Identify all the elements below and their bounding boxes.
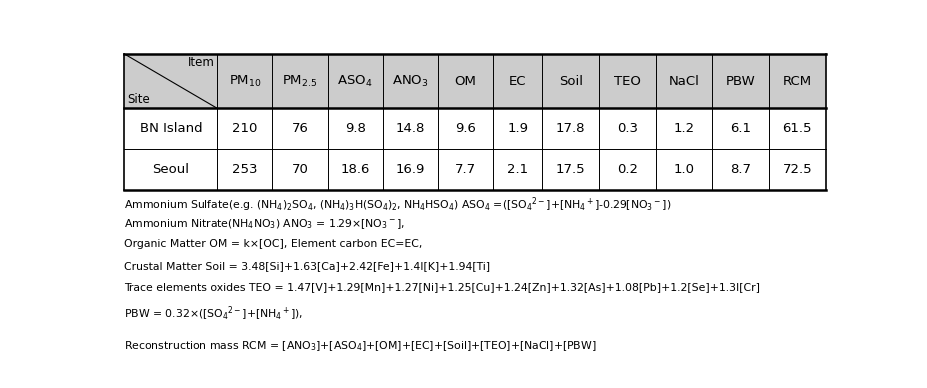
Text: Site: Site bbox=[127, 93, 150, 106]
Bar bbox=[273, 149, 327, 190]
Text: Crustal Matter Soil = 3.48[Si]+1.63[Ca]+2.42[Fe]+1.4I[K]+1.94[Ti]: Crustal Matter Soil = 3.48[Si]+1.63[Ca]+… bbox=[124, 261, 490, 271]
Text: PBW: PBW bbox=[726, 75, 756, 88]
Bar bbox=[542, 54, 599, 108]
Text: Reconstruction mass RCM = [ANO$_3$]+[ASO$_4$]+[OM]+[EC]+[Soil]+[TEO]+[NaCl]+[PBW: Reconstruction mass RCM = [ANO$_3$]+[ASO… bbox=[124, 339, 597, 353]
Bar bbox=[493, 149, 542, 190]
Text: BN Island: BN Island bbox=[140, 122, 202, 135]
Bar bbox=[327, 54, 383, 108]
Text: 7.7: 7.7 bbox=[454, 163, 476, 176]
Text: 8.7: 8.7 bbox=[730, 163, 751, 176]
Text: 16.9: 16.9 bbox=[396, 163, 425, 176]
Text: 253: 253 bbox=[232, 163, 258, 176]
Bar bbox=[327, 108, 383, 149]
Text: 76: 76 bbox=[292, 122, 309, 135]
Text: Seoul: Seoul bbox=[152, 163, 189, 176]
Text: 9.8: 9.8 bbox=[345, 122, 365, 135]
Text: Item: Item bbox=[187, 56, 214, 69]
Text: Soil: Soil bbox=[559, 75, 583, 88]
Text: 1.0: 1.0 bbox=[674, 163, 694, 176]
Bar bbox=[383, 149, 438, 190]
Text: RCM: RCM bbox=[782, 75, 812, 88]
Text: 17.5: 17.5 bbox=[556, 163, 586, 176]
Bar bbox=[217, 108, 273, 149]
Bar bbox=[438, 149, 493, 190]
Bar bbox=[769, 108, 826, 149]
Text: 0.2: 0.2 bbox=[616, 163, 638, 176]
Bar bbox=[769, 54, 826, 108]
Text: NaCl: NaCl bbox=[668, 75, 700, 88]
Text: 70: 70 bbox=[292, 163, 309, 176]
Bar bbox=[273, 54, 327, 108]
Text: PBW = 0.32×([SO$_4$$^{2-}$]+[NH$_4$$^+$]),: PBW = 0.32×([SO$_4$$^{2-}$]+[NH$_4$$^+$]… bbox=[124, 305, 304, 323]
Bar bbox=[655, 149, 712, 190]
Text: 1.9: 1.9 bbox=[507, 122, 528, 135]
Text: 17.8: 17.8 bbox=[556, 122, 586, 135]
Text: 1.2: 1.2 bbox=[673, 122, 694, 135]
Text: ASO$_4$: ASO$_4$ bbox=[337, 74, 373, 89]
Bar bbox=[712, 54, 769, 108]
Bar bbox=[712, 108, 769, 149]
Bar bbox=[383, 108, 438, 149]
Bar bbox=[655, 108, 712, 149]
Text: Trace elements oxides TEO = 1.47[V]+1.29[Mn]+1.27[Ni]+1.25[Cu]+1.24[Zn]+1.32[As]: Trace elements oxides TEO = 1.47[V]+1.29… bbox=[124, 282, 760, 293]
Text: Organic Matter OM = k×[OC], Element carbon EC=EC,: Organic Matter OM = k×[OC], Element carb… bbox=[124, 239, 423, 249]
Bar bbox=[383, 54, 438, 108]
Bar bbox=[493, 54, 542, 108]
Bar bbox=[655, 54, 712, 108]
Bar bbox=[273, 108, 327, 149]
Text: 210: 210 bbox=[233, 122, 258, 135]
Text: 6.1: 6.1 bbox=[730, 122, 751, 135]
Text: Ammonium Sulfate(e.g. (NH$_4$)$_2$SO$_4$, (NH$_4$)$_3$H(SO$_4$)$_2$, NH$_4$HSO$_: Ammonium Sulfate(e.g. (NH$_4$)$_2$SO$_4$… bbox=[124, 195, 672, 214]
Text: Ammonium Nitrate(NH$_4$NO$_3$) ANO$_3$ = 1.29×[NO$_3$$^-$],: Ammonium Nitrate(NH$_4$NO$_3$) ANO$_3$ =… bbox=[124, 217, 406, 231]
Bar bbox=[217, 54, 273, 108]
Bar bbox=[493, 108, 542, 149]
Bar bbox=[542, 149, 599, 190]
Text: 2.1: 2.1 bbox=[507, 163, 528, 176]
Bar bbox=[599, 108, 655, 149]
Bar bbox=[438, 54, 493, 108]
Bar bbox=[217, 149, 273, 190]
Text: PM$_{10}$: PM$_{10}$ bbox=[229, 74, 261, 89]
Bar bbox=[438, 108, 493, 149]
Text: 0.3: 0.3 bbox=[616, 122, 638, 135]
Bar bbox=[712, 149, 769, 190]
Text: TEO: TEO bbox=[614, 75, 641, 88]
Bar bbox=[769, 149, 826, 190]
Text: EC: EC bbox=[509, 75, 527, 88]
Bar bbox=[599, 149, 655, 190]
Text: 14.8: 14.8 bbox=[396, 122, 425, 135]
Text: 61.5: 61.5 bbox=[782, 122, 812, 135]
Bar bbox=[327, 149, 383, 190]
Text: 72.5: 72.5 bbox=[782, 163, 812, 176]
Bar bbox=[542, 108, 599, 149]
Text: 18.6: 18.6 bbox=[340, 163, 370, 176]
Text: PM$_{2.5}$: PM$_{2.5}$ bbox=[283, 74, 318, 89]
Text: 9.6: 9.6 bbox=[455, 122, 476, 135]
Text: OM: OM bbox=[454, 75, 476, 88]
Text: ANO$_3$: ANO$_3$ bbox=[392, 74, 428, 89]
Bar bbox=[599, 54, 655, 108]
